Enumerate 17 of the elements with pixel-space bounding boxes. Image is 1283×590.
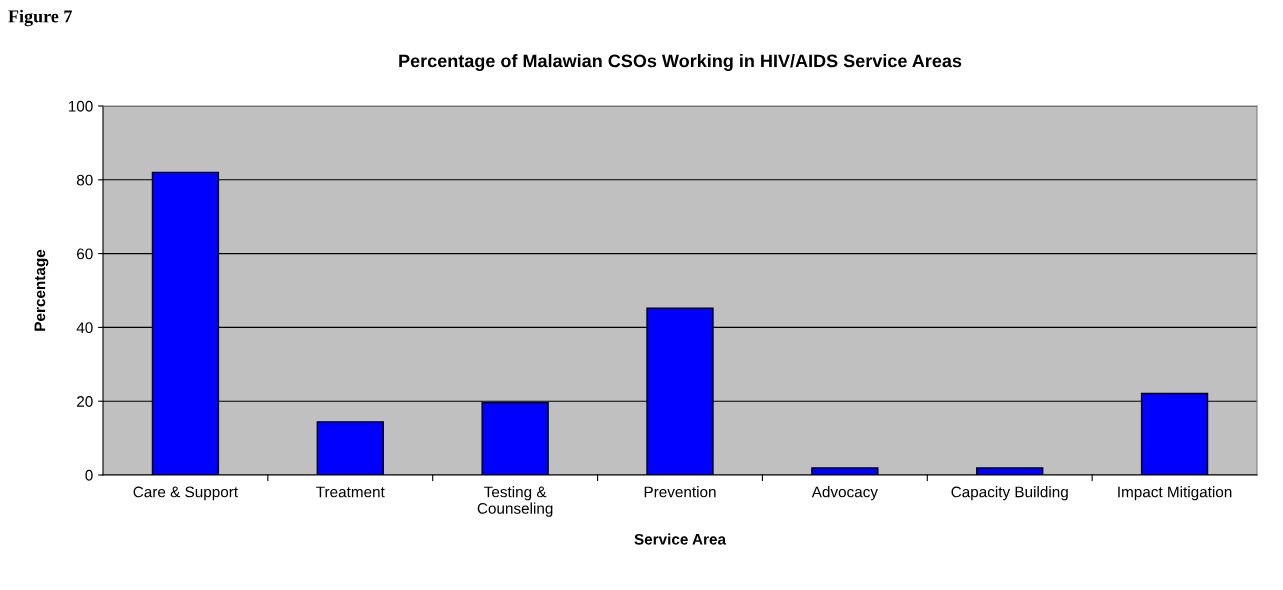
y-tick-label: 100 xyxy=(68,100,93,112)
x-tick-label: Testing & Counseling xyxy=(477,486,553,517)
x-tick-label: Advocacy xyxy=(811,486,878,501)
x-tick-label: Capacity Building xyxy=(951,486,1068,501)
y-tick-label: 80 xyxy=(76,174,93,186)
chart-title: Percentage of Malawian CSOs Working in HIV/AIDS Service Areas xyxy=(399,54,962,71)
y-axis-title: Percentage xyxy=(34,249,49,331)
x-tick-label: Prevention xyxy=(644,486,716,498)
x-axis-title: Service Area xyxy=(634,533,727,545)
y-tick-label: 40 xyxy=(76,322,93,334)
y-tick-label: 20 xyxy=(77,396,93,407)
caption: Figure 7 xyxy=(8,9,72,27)
y-tick-label: 60 xyxy=(77,248,93,260)
y-tick-label: 0 xyxy=(85,469,93,481)
x-tick-label: Impact Mitigation xyxy=(1118,486,1232,501)
x-tick-label: Treatment xyxy=(316,486,385,498)
x-tick-label: Care & Support xyxy=(133,486,238,501)
